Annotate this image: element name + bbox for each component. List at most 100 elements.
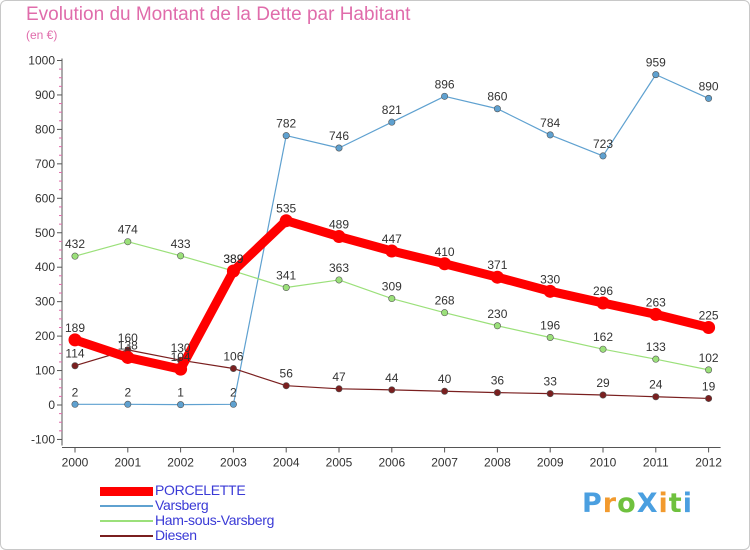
- data-point: [702, 320, 716, 334]
- data-label: 33: [544, 375, 558, 389]
- y-tick-label: 200: [35, 329, 55, 343]
- data-label: 44: [385, 371, 399, 385]
- y-tick-label: 100: [35, 364, 55, 378]
- y-tick-label: 700: [35, 157, 55, 171]
- x-tick-label: 2006: [378, 455, 405, 469]
- data-point: [282, 284, 290, 292]
- data-label: 56: [280, 367, 294, 381]
- data-label: 489: [329, 218, 349, 232]
- legend-swatch: [100, 535, 153, 537]
- chart-subtitle: (en €): [26, 28, 58, 42]
- data-label: 896: [435, 77, 455, 91]
- data-label: 196: [540, 318, 560, 332]
- legend-swatch: [100, 520, 153, 522]
- data-point: [546, 131, 554, 139]
- data-point: [599, 391, 607, 399]
- data-label: 2: [72, 385, 79, 399]
- legend-label: Varsberg: [155, 497, 209, 513]
- chart-title: Evolution du Montant de la Dette par Hab…: [26, 4, 411, 25]
- data-point: [438, 257, 452, 271]
- data-label: 410: [435, 245, 455, 259]
- data-point: [652, 393, 660, 401]
- data-point: [385, 244, 399, 258]
- data-label: 225: [699, 308, 719, 322]
- data-label: 535: [276, 202, 296, 216]
- data-label: 309: [382, 280, 402, 294]
- data-point: [335, 385, 343, 393]
- data-point: [71, 362, 79, 370]
- data-point: [177, 401, 185, 409]
- data-point: [124, 400, 132, 408]
- data-label: 474: [118, 223, 138, 237]
- data-point: [546, 333, 554, 341]
- data-point: [543, 284, 557, 298]
- data-label: 433: [171, 237, 191, 251]
- data-point: [705, 394, 713, 402]
- legend-label: PORCELETTE: [155, 482, 246, 498]
- data-point: [229, 400, 237, 408]
- data-point: [124, 238, 132, 246]
- data-point: [71, 252, 79, 260]
- x-tick-label: 2000: [62, 455, 89, 469]
- data-point: [441, 309, 449, 317]
- data-label: 890: [699, 79, 719, 93]
- y-tick-label: 300: [35, 295, 55, 309]
- data-label: 130: [171, 341, 191, 355]
- data-label: 959: [646, 56, 666, 70]
- x-tick-label: 2003: [220, 455, 247, 469]
- data-label: 389: [223, 252, 243, 266]
- x-tick-label: 2002: [167, 455, 194, 469]
- data-label: 106: [223, 349, 243, 363]
- data-point: [174, 362, 188, 376]
- data-point: [388, 386, 396, 394]
- data-point: [652, 71, 660, 79]
- y-tick-label: 0: [48, 398, 55, 412]
- data-label: 363: [329, 261, 349, 275]
- data-point: [282, 382, 290, 390]
- data-point: [335, 144, 343, 152]
- x-tick-label: 2005: [326, 455, 353, 469]
- data-label: 330: [540, 272, 560, 286]
- y-tick-label: 400: [35, 260, 55, 274]
- data-label: 723: [593, 137, 613, 151]
- data-label: 29: [596, 376, 610, 390]
- data-point: [705, 366, 713, 374]
- data-point: [705, 94, 713, 102]
- data-point: [493, 389, 501, 397]
- data-label: 160: [118, 331, 138, 345]
- legend-label: Ham-sous-Varsberg: [155, 512, 275, 528]
- y-tick-label: 900: [35, 88, 55, 102]
- y-tick-label: 500: [35, 226, 55, 240]
- data-point: [493, 105, 501, 113]
- data-label: 2: [124, 385, 131, 399]
- data-label: 189: [65, 321, 85, 335]
- data-label: 296: [593, 284, 613, 298]
- data-point: [388, 295, 396, 303]
- data-label: 389: [223, 252, 243, 266]
- data-label: 782: [276, 117, 296, 131]
- data-label: 19: [702, 379, 716, 393]
- data-label: 447: [382, 232, 402, 246]
- legend-swatch: [100, 486, 153, 496]
- data-label: 860: [487, 90, 507, 104]
- data-label: 341: [276, 269, 296, 283]
- data-label: 371: [487, 258, 507, 272]
- data-point: [279, 214, 293, 228]
- data-point: [652, 355, 660, 363]
- data-point: [546, 390, 554, 398]
- data-label: 138: [118, 338, 138, 352]
- data-label: 821: [382, 103, 402, 117]
- y-tick-label: 1000: [28, 54, 55, 68]
- data-point: [71, 400, 79, 408]
- data-label: 47: [332, 370, 346, 384]
- data-point: [490, 270, 504, 284]
- data-point: [649, 307, 663, 321]
- x-tick-label: 2011: [643, 455, 669, 469]
- x-tick-label: 2001: [114, 455, 141, 469]
- data-point: [226, 264, 240, 278]
- x-tick-label: 2008: [484, 455, 511, 469]
- data-label: 24: [649, 378, 663, 392]
- data-point: [441, 92, 449, 100]
